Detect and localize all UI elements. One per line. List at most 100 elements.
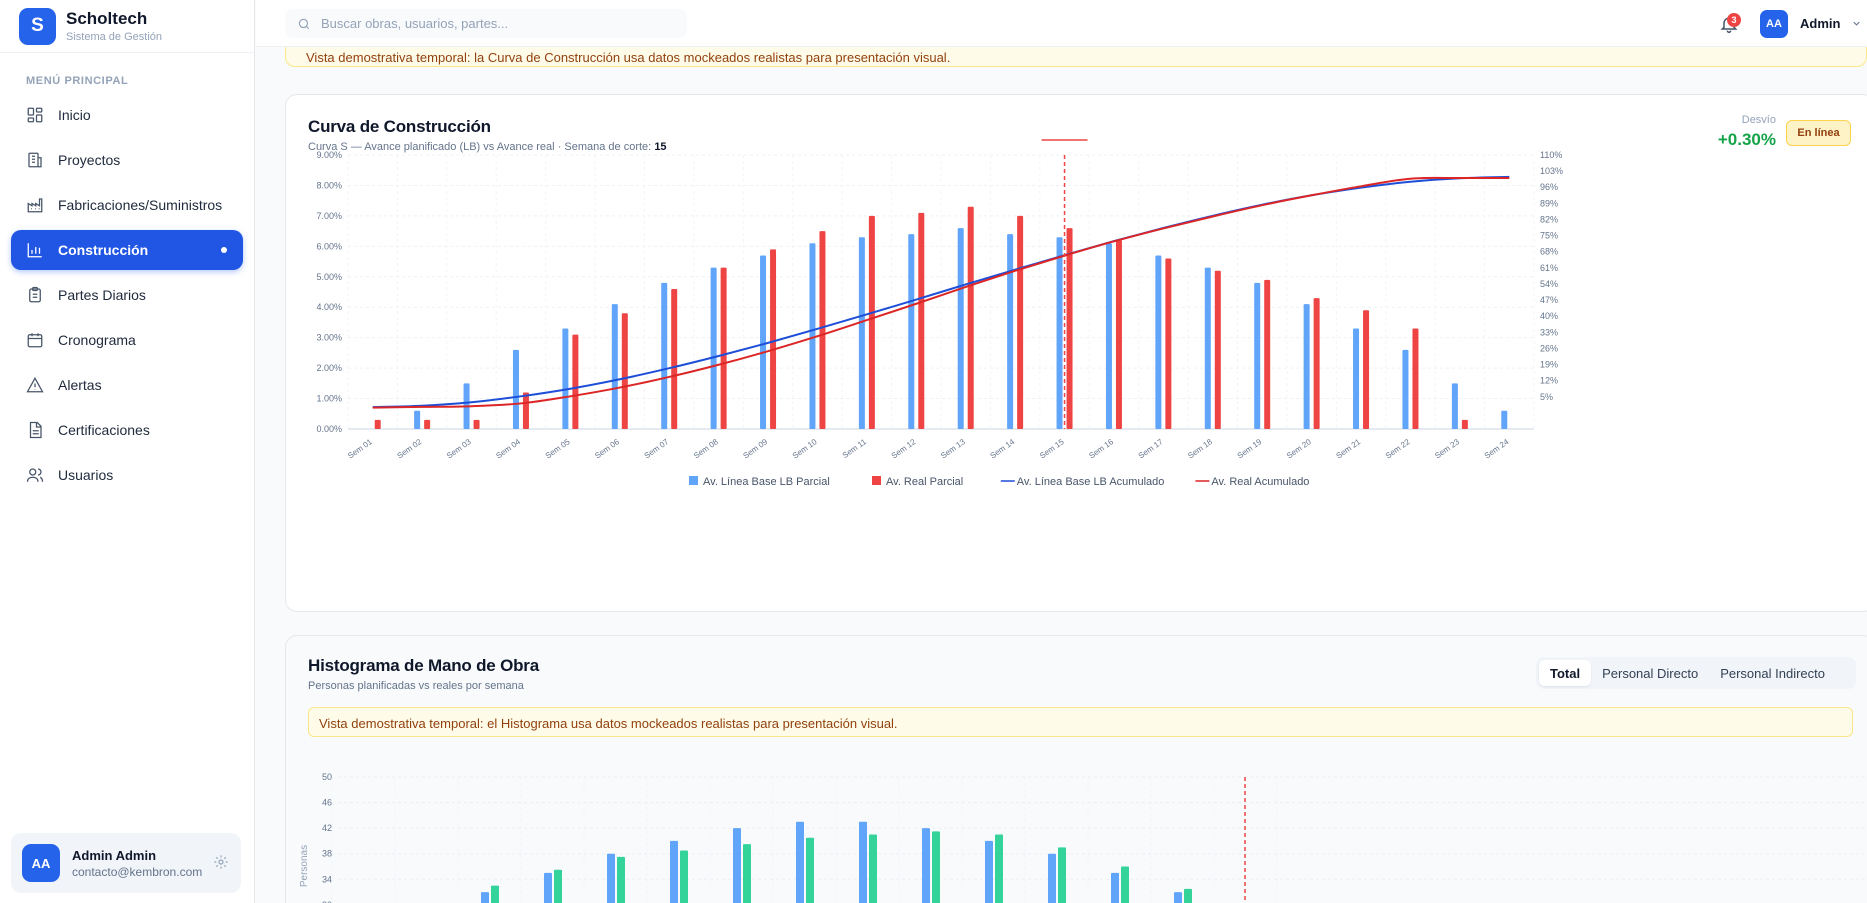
bar-real — [1461, 419, 1468, 429]
bar-planned — [670, 840, 678, 903]
bar-planned — [1105, 243, 1112, 429]
avatar[interactable]: AA — [1760, 10, 1788, 38]
demo-banner: Vista demostrativa temporal: el Histogra… — [308, 707, 1853, 737]
legend-label: Av. Línea Base LB Parcial — [703, 476, 830, 488]
search-input[interactable] — [321, 16, 681, 31]
x-tick-label: Sem 16 — [1087, 437, 1115, 461]
sidebar-item-construccion[interactable]: Construcción — [11, 230, 243, 270]
y2-tick-label: 103% — [1540, 166, 1563, 176]
avatar: AA — [22, 844, 60, 882]
bar-real — [995, 834, 1003, 903]
bar-real — [1017, 215, 1024, 429]
card-title: Curva de Construcción — [308, 117, 491, 136]
y-tick-label: 42 — [322, 823, 332, 833]
bar-real — [967, 206, 974, 429]
tab-personal-directo[interactable]: Personal Directo — [1602, 665, 1699, 681]
bar-planned — [1056, 237, 1063, 429]
sidebar-item-label: Proyectos — [58, 152, 121, 168]
bar-planned — [796, 821, 804, 903]
y2-tick-label: 33% — [1540, 327, 1558, 337]
bar-planned — [1303, 304, 1310, 429]
gear-icon[interactable] — [213, 854, 229, 870]
sidebar-item-cronograma[interactable]: Cronograma — [11, 320, 243, 360]
y-tick-label: 38 — [322, 849, 332, 859]
user-name: Admin Admin — [72, 847, 157, 863]
bar-planned — [858, 237, 865, 429]
sidebar-item-label: Certificaciones — [58, 422, 150, 438]
tab-total[interactable]: Total — [1539, 660, 1592, 686]
sidebar-item-label: Inicio — [58, 107, 91, 123]
bar-real — [572, 334, 579, 429]
search-bar[interactable] — [285, 9, 687, 38]
sidebar-item-fabricaciones[interactable]: Fabricaciones/Suministros — [11, 185, 243, 225]
active-indicator-dot — [221, 247, 227, 253]
bar-planned — [957, 228, 964, 429]
y2-tick-label: 12% — [1540, 376, 1558, 386]
y-tick-label: 1.00% — [316, 394, 342, 404]
y2-tick-label: 26% — [1540, 343, 1558, 353]
cutoff-label: · Semana de corte: — [557, 141, 652, 153]
y2-tick-label: 40% — [1540, 311, 1558, 321]
bar-planned — [1402, 349, 1409, 429]
bar-real — [1121, 866, 1129, 903]
y2-tick-label: 54% — [1540, 279, 1558, 289]
bar-real — [621, 313, 628, 429]
x-tick-label: Sem 21 — [1334, 437, 1362, 461]
y-tick-label: 0.00% — [316, 424, 342, 434]
header-user-name[interactable]: Admin — [1800, 16, 1841, 31]
card-subtitle: Personas planificadas vs reales por sema… — [308, 680, 524, 692]
labor-histogram-card: Histograma de Mano de Obra Personas plan… — [285, 635, 1867, 903]
bar-planned — [661, 282, 668, 429]
y-tick-label: 9.00% — [316, 150, 342, 160]
bar-planned — [414, 410, 421, 429]
chevron-down-icon[interactable] — [1851, 18, 1862, 29]
bar-planned — [733, 828, 741, 903]
sidebar-item-partes-diarios[interactable]: Partes Diarios — [11, 275, 243, 315]
warning-icon — [26, 376, 44, 393]
card-subtitle: Curva S — Avance planificado (LB) vs Ava… — [308, 141, 667, 153]
bar-planned — [1501, 410, 1508, 429]
bar-planned — [1204, 267, 1211, 429]
brand-subtitle: Sistema de Gestión — [66, 31, 162, 43]
status-badge: En línea — [1786, 120, 1851, 146]
sidebar-item-proyectos[interactable]: Proyectos — [11, 140, 243, 180]
sidebar-item-certificaciones[interactable]: Certificaciones — [11, 410, 243, 450]
bar-real — [770, 249, 777, 429]
user-profile-card[interactable]: AA Admin Admin contacto@kembron.com — [11, 833, 241, 893]
deviation-label: Desvío — [1741, 114, 1776, 126]
bar-planned — [607, 853, 615, 903]
bar-real — [1115, 240, 1122, 429]
y-tick-label: 34 — [322, 874, 332, 884]
sidebar-nav: Inicio Proyectos Fabricaciones/Suministr… — [0, 95, 254, 495]
y2-tick-label: 96% — [1540, 182, 1558, 192]
bar-planned — [859, 821, 867, 903]
bar-planned — [1111, 872, 1119, 903]
y-tick-label: 3.00% — [316, 333, 342, 343]
x-tick-label: Sem 24 — [1483, 437, 1511, 461]
bar-chart-icon — [27, 243, 42, 258]
factory-icon — [27, 198, 43, 213]
legend-label: Av. Real Acumulado — [1211, 476, 1309, 488]
bar-planned — [1451, 383, 1458, 429]
x-tick-label: Sem 17 — [1137, 437, 1165, 461]
y-tick-label: 2.00% — [316, 363, 342, 373]
subtitle-text: Curva S — Avance planificado (LB) vs Ava… — [308, 141, 555, 153]
brand-name: Scholtech — [66, 9, 148, 28]
line-real-cumulative — [372, 176, 1510, 409]
histogram-tabs: Total Personal Directo Personal Indirect… — [1536, 657, 1856, 689]
legend-swatch — [872, 476, 881, 485]
x-tick-label: Sem 22 — [1384, 437, 1412, 461]
legend-swatch — [689, 476, 698, 485]
sidebar-item-usuarios[interactable]: Usuarios — [11, 455, 243, 495]
tab-personal-indirecto[interactable]: Personal Indirecto — [1720, 665, 1825, 681]
sidebar-item-label: Alertas — [58, 377, 102, 393]
sidebar-item-inicio[interactable]: Inicio — [11, 95, 243, 135]
bar-planned — [710, 267, 717, 429]
x-tick-label: Sem 11 — [841, 437, 869, 460]
top-header: 3 AA Admin — [256, 0, 1867, 47]
x-tick-label: Sem 07 — [643, 437, 671, 461]
legend-label: Av. Real Parcial — [886, 476, 963, 488]
y2-tick-label: 110% — [1540, 150, 1562, 160]
sidebar-item-alertas[interactable]: Alertas — [11, 365, 243, 405]
brand[interactable]: S Scholtech Sistema de Gestión — [0, 0, 254, 53]
